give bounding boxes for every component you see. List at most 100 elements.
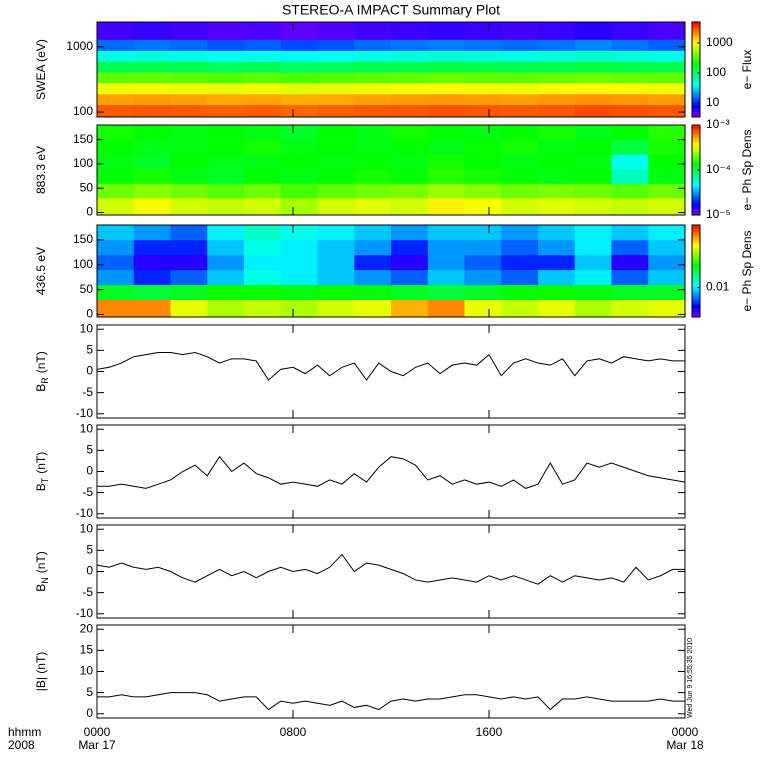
y-tick-label: 100	[73, 156, 93, 170]
colorbar-slice	[692, 227, 700, 231]
colorbar-frame	[691, 224, 701, 318]
heatmap-cell	[354, 154, 392, 170]
heatmap-cell	[391, 197, 429, 216]
y-tick-label: 50	[80, 180, 94, 194]
colorbar-slice	[692, 158, 700, 162]
colorbar-tick-label: 0.01	[706, 280, 730, 294]
heatmap-cell	[354, 183, 392, 199]
heatmap-cell	[611, 125, 649, 140]
heatmap-cell	[97, 269, 135, 286]
colorbar-slice	[692, 143, 700, 146]
heatmap-cell	[501, 299, 539, 318]
colorbar-slice	[692, 50, 700, 54]
heatmap-cell	[244, 104, 282, 118]
x-tick-label: 0000	[672, 725, 699, 739]
heatmap-cell	[280, 61, 318, 73]
colorbar-slice	[692, 41, 700, 44]
heatmap-cell	[280, 284, 318, 300]
colorbar-slice	[692, 172, 700, 175]
colorbar-frame	[691, 21, 701, 118]
heatmap-cell	[427, 61, 465, 73]
heatmap-cell	[317, 72, 355, 84]
heatmap-cell	[648, 239, 686, 256]
heatmap-cell	[464, 269, 502, 286]
y-axis-label: |B| (nT)	[34, 652, 48, 692]
heatmap-cell	[391, 50, 429, 62]
colorbar-slice	[692, 71, 700, 75]
heatmap-cell	[611, 50, 649, 62]
heatmap-cell	[464, 93, 502, 106]
colorbar-slice	[692, 307, 700, 311]
heatmap-cell	[648, 72, 686, 84]
heatmap-cell	[391, 254, 429, 271]
heatmap-cell	[354, 168, 392, 184]
heatmap-cell	[574, 50, 612, 62]
heatmap-cell	[538, 22, 576, 40]
heatmap-cell	[354, 72, 392, 84]
heatmap-cell	[464, 139, 502, 155]
heatmap-cell	[574, 197, 612, 216]
colorbar-slice	[692, 95, 700, 99]
heatmap-cell	[501, 183, 539, 199]
heatmap-cell	[427, 299, 465, 318]
colorbar-slice	[692, 206, 700, 209]
y-tick-label: 0	[86, 364, 93, 378]
colorbar-slice	[692, 181, 700, 184]
colorbar-slice	[692, 62, 700, 66]
colorbar-slice	[692, 147, 700, 151]
heatmap-cell	[611, 154, 649, 170]
heatmap-cell	[354, 269, 392, 286]
heatmap-cell	[133, 39, 171, 51]
heatmap-cell	[354, 284, 392, 300]
colorbar-tick-label: 100	[706, 65, 726, 79]
heatmap-cell	[391, 183, 429, 199]
colorbar-slice	[692, 284, 700, 288]
heatmap-cell	[427, 183, 465, 199]
heatmap-cell	[574, 168, 612, 184]
heatmap-cell	[611, 61, 649, 73]
heatmap-cell	[97, 139, 135, 155]
heatmap-cell	[317, 139, 355, 155]
colorbar-slice	[692, 238, 700, 242]
heatmap-cell	[501, 93, 539, 106]
heatmap-cell	[133, 168, 171, 184]
colorbar-slice	[692, 289, 700, 293]
heatmap-cell	[391, 39, 429, 51]
heatmap-cell	[244, 168, 282, 184]
heatmap-cell	[427, 168, 465, 184]
colorbar-slice	[692, 102, 700, 106]
colorbar-slice	[692, 208, 700, 211]
heatmap-cell	[538, 72, 576, 84]
heatmap-cell	[133, 61, 171, 73]
colorbar-slice	[692, 161, 700, 164]
heatmap-cell	[97, 239, 135, 256]
colorbar-tick-label: 10⁻⁵	[706, 207, 731, 221]
heatmap-cell	[648, 50, 686, 62]
heatmap-cell	[574, 225, 612, 241]
x-tick-label: 0000	[84, 725, 111, 739]
heatmap-cell	[244, 183, 282, 199]
heatmap-cell	[97, 50, 135, 62]
y-axis-label-unit: (nT)	[34, 351, 48, 373]
heatmap-cell	[538, 125, 576, 140]
heatmap-cell	[354, 61, 392, 73]
heatmap-cell	[501, 22, 539, 40]
heatmap-cell	[391, 154, 429, 170]
heatmap-cell	[280, 139, 318, 155]
y-axis-label-main: |B| (nT)	[34, 652, 48, 692]
heatmap-cell	[317, 168, 355, 184]
y-tick-label: 150	[73, 132, 93, 146]
heatmap-cell	[611, 139, 649, 155]
heatmap-cell	[611, 239, 649, 256]
colorbar-slice	[692, 264, 700, 267]
heatmap-cell	[648, 284, 686, 300]
heatmap-cell	[611, 197, 649, 216]
y-axis-label: SWEA (eV)	[34, 39, 48, 100]
colorbar-slice	[692, 38, 700, 42]
y-tick-label: 0	[86, 307, 93, 321]
heatmap-cell	[354, 299, 392, 318]
heatmap-cell	[538, 183, 576, 199]
heatmap-cell	[207, 125, 245, 140]
heatmap-cell	[133, 82, 171, 95]
y-tick-label: 0	[86, 706, 93, 720]
